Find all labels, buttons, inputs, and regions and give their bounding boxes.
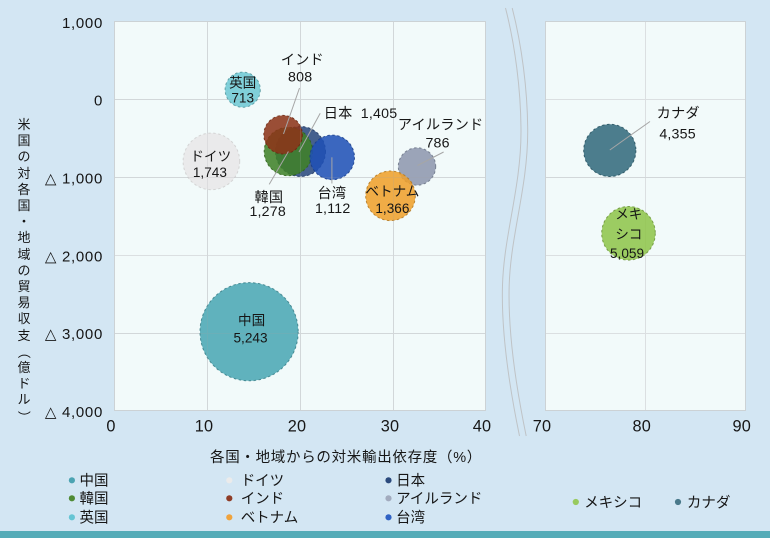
svg-text:1,743: 1,743 (193, 165, 227, 180)
svg-text:韓国: 韓国 (255, 190, 284, 206)
svg-text:ドイツ: ドイツ (190, 149, 231, 164)
svg-text:台湾: 台湾 (396, 510, 425, 527)
svg-text:1,112: 1,112 (315, 201, 350, 217)
svg-text:△ 3,000: △ 3,000 (45, 326, 103, 343)
svg-text:0: 0 (94, 93, 103, 110)
svg-text:△ 1,000: △ 1,000 (45, 171, 103, 188)
svg-text:カナダ: カナダ (657, 106, 700, 122)
svg-text:1,000: 1,000 (62, 15, 103, 32)
svg-text:△ 4,000: △ 4,000 (45, 404, 103, 421)
svg-text:10: 10 (195, 418, 214, 436)
svg-text:90: 90 (732, 418, 751, 436)
svg-text:786: 786 (425, 136, 449, 152)
svg-text:30: 30 (381, 418, 400, 436)
svg-text:シコ: シコ (615, 227, 642, 242)
svg-text:70: 70 (533, 418, 552, 436)
svg-text:各国・地域からの対米輸出依存度（%）: 各国・地域からの対米輸出依存度（%） (210, 449, 482, 466)
svg-text:中国: 中国 (80, 473, 109, 490)
svg-text:4,355: 4,355 (659, 126, 696, 142)
svg-text:20: 20 (288, 418, 307, 436)
svg-text:メキシコ: メキシコ (584, 495, 642, 511)
svg-text:アイルランド: アイルランド (396, 492, 482, 508)
svg-text:日本: 日本 (396, 473, 425, 490)
svg-text:ベトナム: ベトナム (365, 184, 419, 199)
svg-text:713: 713 (231, 91, 254, 106)
svg-text:80: 80 (632, 418, 651, 436)
svg-text:アイルランド: アイルランド (398, 118, 484, 134)
svg-text:韓国: 韓国 (80, 491, 109, 508)
svg-text:1,366: 1,366 (375, 201, 409, 216)
svg-text:△ 2,000: △ 2,000 (45, 248, 103, 265)
svg-text:メキ: メキ (615, 207, 642, 222)
svg-text:808: 808 (288, 70, 312, 86)
svg-text:インド: インド (241, 492, 285, 508)
svg-text:英国: 英国 (229, 74, 256, 90)
svg-text:カナダ: カナダ (687, 494, 731, 511)
svg-text:5,059: 5,059 (610, 246, 644, 261)
svg-text:台湾: 台湾 (318, 185, 347, 202)
svg-text:40: 40 (473, 418, 492, 436)
svg-text:ベトナム: ベトナム (241, 511, 299, 527)
svg-text:0: 0 (106, 418, 115, 436)
svg-text:日本 1,405: 日本 1,405 (324, 106, 398, 122)
svg-text:インド: インド (281, 53, 324, 69)
svg-text:ドイツ: ドイツ (241, 474, 285, 490)
svg-text:中国: 中国 (238, 313, 265, 328)
svg-text:英国: 英国 (80, 509, 109, 527)
svg-text:5,243: 5,243 (233, 331, 267, 346)
svg-text:1,278: 1,278 (249, 204, 286, 220)
